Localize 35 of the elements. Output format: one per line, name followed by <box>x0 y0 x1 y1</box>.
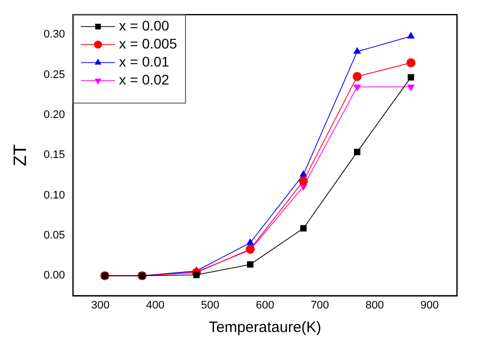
y-axis-title: ZT <box>10 144 30 166</box>
y-tick-label: 0.00 <box>44 270 66 282</box>
point <box>407 84 415 92</box>
point <box>406 58 416 68</box>
x-tick-label: 600 <box>256 299 274 312</box>
y-tick-label: 0.15 <box>44 149 66 162</box>
x-axis-title: Temperataure(K) <box>208 319 322 336</box>
point <box>407 32 415 39</box>
point <box>353 47 362 54</box>
point <box>300 225 307 232</box>
point <box>408 74 414 80</box>
x-tick-label: 500 <box>200 299 220 312</box>
y-tick-label: 0.20 <box>44 109 66 122</box>
point <box>353 84 362 92</box>
legend-label: x = 0.005 <box>119 35 178 52</box>
point <box>300 170 308 177</box>
legend-label: x = 0.02 <box>119 71 170 88</box>
point <box>246 244 255 254</box>
y-tick-label: 0.25 <box>44 68 66 81</box>
x-tick-label: 300 <box>91 299 110 312</box>
x-tick-label: 400 <box>146 299 164 312</box>
point <box>354 148 360 156</box>
y-tick-label: 0.30 <box>44 28 66 41</box>
point <box>193 272 200 278</box>
x-tick-label: 900 <box>420 299 439 312</box>
legend-label: x = 0.00 <box>119 17 170 34</box>
point <box>298 176 308 186</box>
point <box>352 72 362 81</box>
y-tick-label: 0.05 <box>44 230 66 242</box>
x-tick-label: 700 <box>310 299 330 312</box>
x-tick-label: 800 <box>366 299 384 312</box>
point <box>247 261 254 268</box>
y-tick-label: 0.10 <box>44 189 66 202</box>
point <box>246 238 254 246</box>
legend-label: x = 0.01 <box>119 53 170 70</box>
